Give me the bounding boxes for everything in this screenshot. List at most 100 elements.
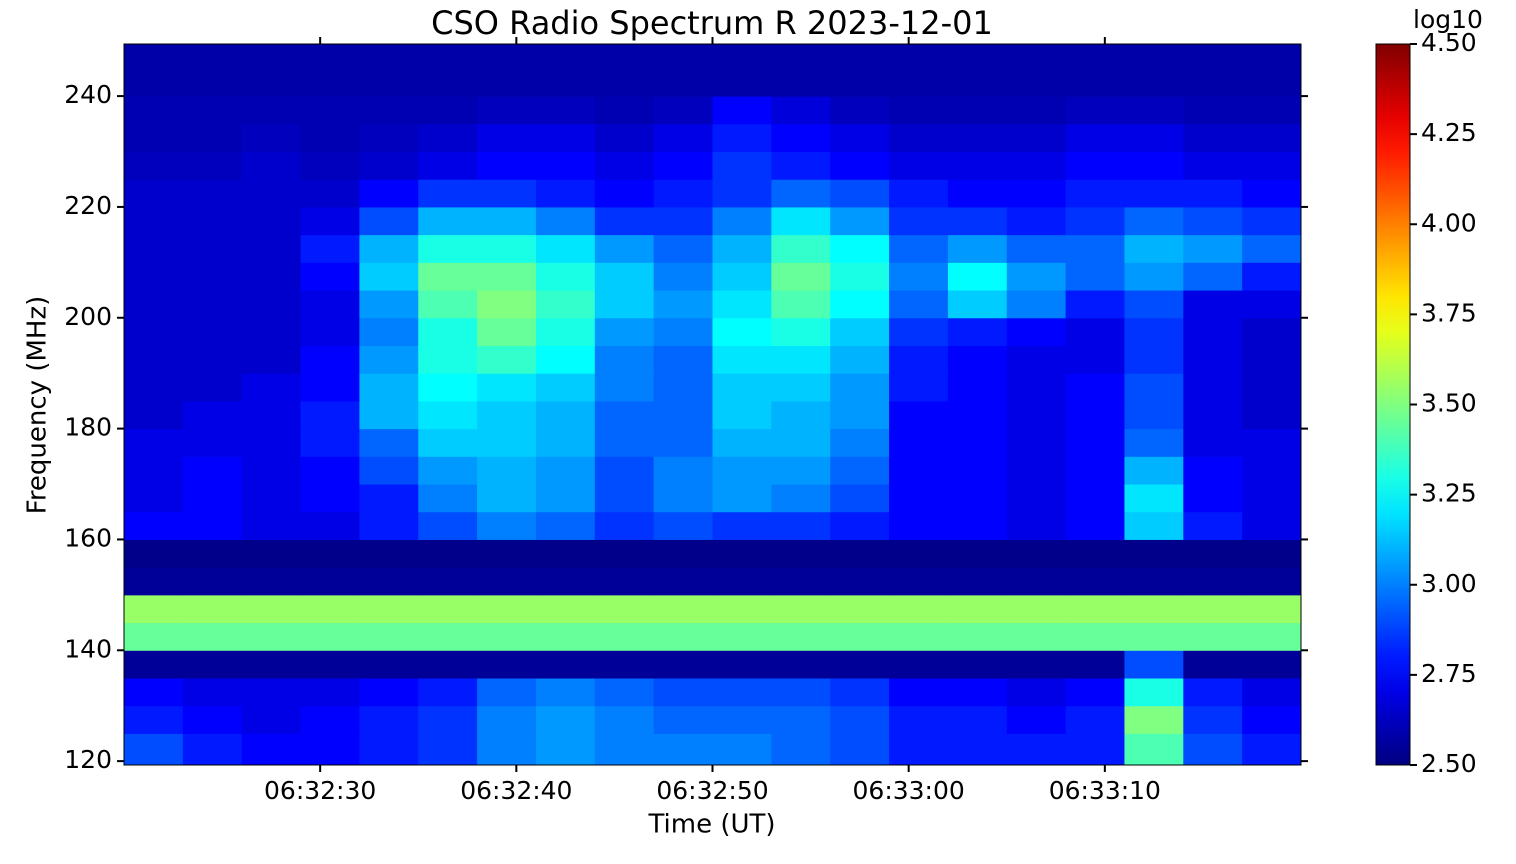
heatmap-cell (241, 733, 302, 766)
heatmap-cell (594, 567, 655, 596)
heatmap-cell (418, 290, 478, 319)
heatmap-cell (947, 400, 1008, 430)
heatmap-cell (594, 456, 655, 485)
y-tick-label: 120 (64, 745, 112, 774)
heatmap-cell (182, 622, 243, 651)
heatmap-cell (1124, 400, 1184, 430)
heatmap-cell (771, 345, 831, 374)
heatmap-cell (653, 539, 713, 568)
heatmap-cell (359, 123, 419, 153)
heatmap-cell (300, 262, 360, 291)
heatmap-cell (1006, 290, 1067, 319)
heatmap-cell (1124, 317, 1184, 346)
heatmap-cell (889, 650, 949, 679)
heatmap-cell (771, 317, 831, 346)
heatmap-cell (300, 96, 360, 125)
heatmap-cell (1065, 68, 1125, 97)
heatmap-cell (182, 44, 243, 69)
heatmap-cell (535, 733, 596, 766)
heatmap-cell (182, 456, 243, 485)
heatmap-cell (712, 594, 772, 624)
heatmap-cell (418, 456, 478, 485)
heatmap-cell (1065, 345, 1125, 374)
heatmap-cell (771, 123, 831, 153)
heatmap-cell (359, 456, 419, 485)
heatmap-cell (124, 234, 184, 263)
heatmap-cell (124, 44, 184, 69)
heatmap-cell (594, 123, 655, 153)
heatmap-cell (594, 677, 655, 707)
heatmap-cell (771, 511, 831, 540)
heatmap-cell (947, 733, 1008, 766)
heatmap-cell (359, 96, 419, 125)
colorbar-tick-label: 3.75 (1421, 298, 1477, 327)
heatmap-cell (889, 206, 949, 236)
heatmap-cell (1242, 733, 1302, 766)
heatmap-cell (947, 44, 1008, 69)
heatmap-cell (1065, 234, 1125, 263)
heatmap-cell (771, 373, 831, 402)
heatmap-cell (830, 622, 890, 651)
heatmap-cell (653, 179, 713, 208)
heatmap-cell (418, 44, 478, 69)
heatmap-cell (889, 345, 949, 374)
heatmap-cell (830, 123, 890, 153)
heatmap-cell (594, 151, 655, 180)
heatmap-cell (241, 511, 302, 540)
heatmap-cell (477, 68, 537, 97)
heatmap-cell (535, 179, 596, 208)
heatmap-cell (418, 151, 478, 180)
heatmap-cell (241, 705, 302, 734)
heatmap-cell (889, 733, 949, 766)
heatmap-cell (182, 262, 243, 291)
heatmap-cell (1183, 206, 1243, 236)
heatmap-cell (1183, 151, 1243, 180)
x-tick-label: 06:33:00 (853, 776, 965, 805)
heatmap-cell (359, 594, 419, 624)
heatmap-cell (182, 234, 243, 263)
colorbar-tick-label: 4.50 (1421, 28, 1477, 57)
heatmap-cell (1242, 317, 1302, 346)
heatmap-cell (712, 262, 772, 291)
heatmap-cell (124, 123, 184, 153)
heatmap-cell (182, 345, 243, 374)
heatmap-cell (182, 373, 243, 402)
heatmap-cell (1006, 345, 1067, 374)
heatmap-cell (418, 511, 478, 540)
heatmap-cell (1006, 594, 1067, 624)
colorbar (1375, 43, 1411, 766)
heatmap-cell (653, 428, 713, 457)
heatmap-cell (1242, 290, 1302, 319)
heatmap-cell (889, 622, 949, 651)
heatmap-cell (124, 567, 184, 596)
heatmap-cell (477, 705, 537, 734)
heatmap-cell (889, 484, 949, 513)
heatmap-cell (712, 234, 772, 263)
heatmap-cell (771, 96, 831, 125)
heatmap-cell (771, 456, 831, 485)
heatmap-cell (241, 594, 302, 624)
heatmap-cell (771, 594, 831, 624)
heatmap-cell (300, 428, 360, 457)
heatmap-cell (124, 96, 184, 125)
heatmap-cell (418, 68, 478, 97)
heatmap-cell (477, 44, 537, 69)
heatmap-cell (477, 594, 537, 624)
heatmap-cell (359, 179, 419, 208)
heatmap-cell (594, 400, 655, 430)
heatmap-cell (182, 705, 243, 734)
heatmap-cell (477, 428, 537, 457)
heatmap-cell (1242, 373, 1302, 402)
heatmap-cell (1242, 539, 1302, 568)
heatmap-cell (418, 96, 478, 125)
heatmap-cell (830, 400, 890, 430)
heatmap-cell (182, 206, 243, 236)
heatmap-cell (124, 705, 184, 734)
heatmap-cell (359, 290, 419, 319)
heatmap-cell (712, 567, 772, 596)
colorbar-tick-label: 3.25 (1421, 479, 1477, 508)
heatmap-cell (300, 539, 360, 568)
heatmap-cell (418, 234, 478, 263)
heatmap-cell (1006, 44, 1067, 69)
